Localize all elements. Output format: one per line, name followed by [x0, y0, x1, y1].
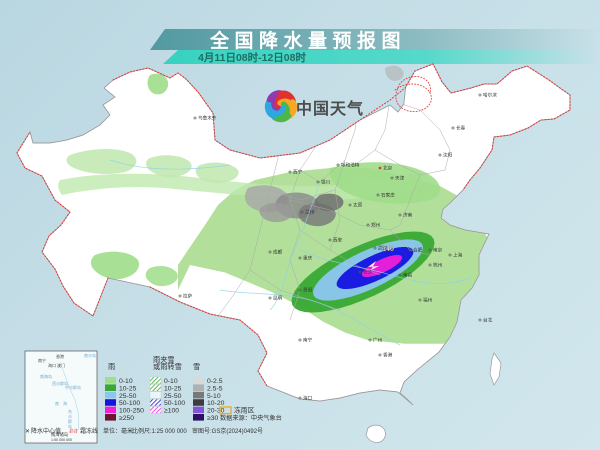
svg-text:0-10: 0-10: [164, 378, 178, 385]
svg-text:雪: 雪: [193, 362, 200, 371]
svg-text:10-25: 10-25: [164, 385, 182, 392]
svg-text:或雨转雪: 或雨转雪: [153, 362, 182, 371]
svg-text:0-2.5: 0-2.5: [207, 378, 223, 385]
svg-text:≥30: ≥30: [207, 415, 219, 422]
svg-text:50-100: 50-100: [164, 400, 185, 407]
svg-text:✕: ✕: [25, 429, 30, 435]
svg-text:霜冻线: 霜冻线: [80, 427, 98, 435]
svg-text:比例尺:1:25 000 000: 比例尺:1:25 000 000: [132, 427, 187, 435]
svg-text:雨: 雨: [108, 362, 115, 371]
svg-text:单位：毫米: 单位：毫米: [103, 427, 133, 435]
svg-text:降水中心值: 降水中心值: [31, 427, 61, 435]
svg-text:100-250: 100-250: [119, 408, 144, 415]
svg-text:25-50: 25-50: [119, 393, 137, 400]
svg-text:0-10: 0-10: [119, 378, 133, 385]
svg-text:2.5-5: 2.5-5: [207, 385, 223, 392]
svg-text:冻雨区: 冻雨区: [234, 406, 255, 415]
svg-text:5-10: 5-10: [207, 393, 221, 400]
svg-text:审图号:GS京(2024)0492号: 审图号:GS京(2024)0492号: [192, 427, 263, 435]
svg-text:≥100: ≥100: [164, 408, 179, 415]
svg-text:⥯⥯: ⥯⥯: [69, 428, 78, 435]
svg-text:≥250: ≥250: [119, 415, 134, 422]
svg-text:10-25: 10-25: [119, 385, 137, 392]
svg-text:10-20: 10-20: [207, 400, 225, 407]
svg-text:50-100: 50-100: [119, 400, 140, 407]
svg-text:数据来源：中央气象台: 数据来源：中央气象台: [220, 414, 282, 422]
svg-text:25-50: 25-50: [164, 393, 182, 400]
